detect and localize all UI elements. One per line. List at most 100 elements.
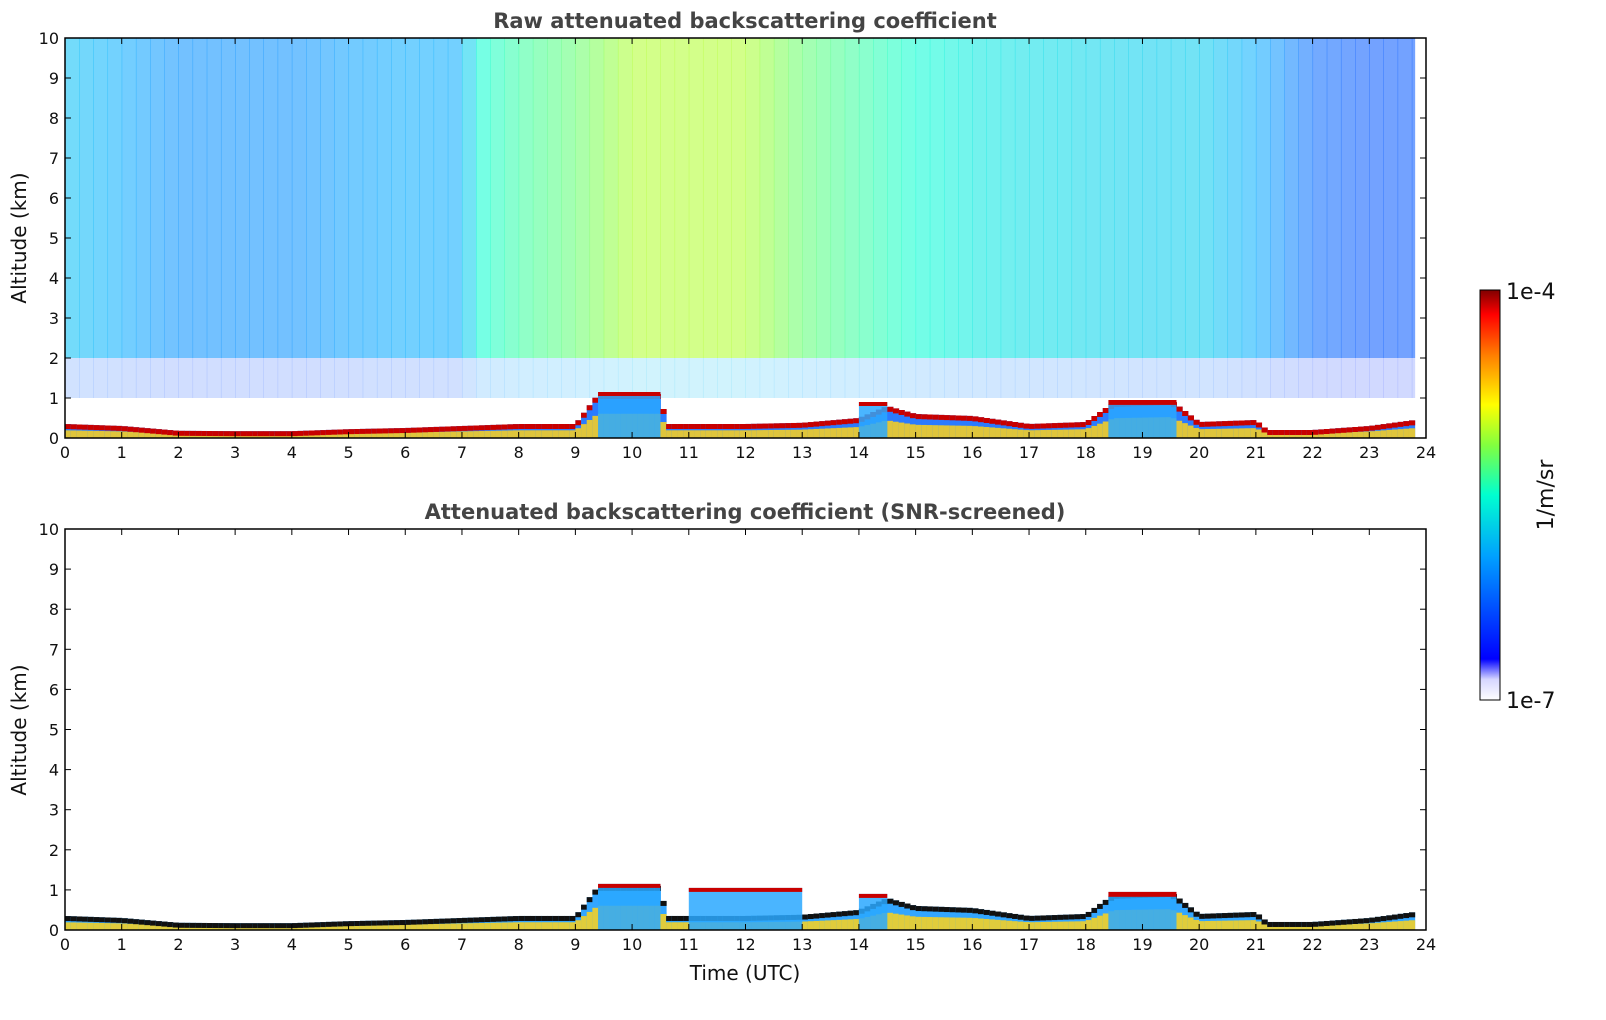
layer-top-edge <box>1221 913 1229 919</box>
background-fade-column <box>632 358 647 398</box>
background-fade-column <box>334 358 350 398</box>
layer-top-edge <box>478 917 486 923</box>
aerosol-core-column <box>297 434 304 438</box>
layer-top-edge <box>1380 424 1387 430</box>
layer-top-edge <box>320 430 327 436</box>
aerosol-core-column <box>1352 923 1359 930</box>
aerosol-core-column <box>178 926 185 930</box>
aerosol-core-column <box>450 923 457 930</box>
aerosol-core-column <box>1074 921 1081 930</box>
background-signal-column <box>617 38 633 358</box>
layer-top-edge <box>847 910 854 916</box>
background-signal-column <box>1142 38 1158 358</box>
background-fade-column <box>717 358 732 398</box>
background-fade-column <box>660 358 676 398</box>
aerosol-core-column <box>671 430 678 438</box>
background-fade-column <box>362 358 378 398</box>
aerosol-core-column <box>575 920 582 930</box>
layer-top-edge <box>484 917 491 923</box>
aerosol-core-column <box>660 422 667 438</box>
background-fade-column <box>461 358 477 398</box>
aerosol-core-column <box>416 432 423 438</box>
aerosol-core-column <box>836 427 843 438</box>
background-signal-column <box>788 38 803 358</box>
layer-top-edge <box>552 915 559 921</box>
aerosol-core-column <box>909 916 917 930</box>
y-tick-label: 10 <box>39 29 59 48</box>
aerosol-core-column <box>218 926 225 930</box>
aerosol-core-column <box>938 425 945 438</box>
aerosol-core-column <box>1063 921 1070 930</box>
layer-top-edge <box>467 917 474 923</box>
layer-top-edge <box>246 431 253 437</box>
x-tick-label: 7 <box>457 935 467 954</box>
aerosol-core-column <box>1403 920 1410 930</box>
layer-top-edge <box>785 423 792 429</box>
aerosol-core-column <box>569 922 576 930</box>
x-tick-label: 6 <box>400 443 410 462</box>
layer-top-edge <box>331 429 338 435</box>
background-fade-column <box>646 358 661 398</box>
aerosol-core-column <box>1074 429 1081 438</box>
aerosol-core-column <box>1244 920 1251 930</box>
aerosol-core-column <box>399 432 406 438</box>
layer-top-edge <box>535 915 542 921</box>
background-signal-column <box>702 38 718 358</box>
aerosol-core-column <box>172 433 179 438</box>
layer-top-edge <box>1301 921 1308 927</box>
layer-top-edge <box>206 431 213 437</box>
layer-top-edge <box>303 430 310 436</box>
layer-top-edge <box>1318 429 1325 435</box>
aerosol-core-column <box>382 924 389 930</box>
background-signal-column <box>391 38 406 358</box>
background-fade-column <box>107 358 123 398</box>
aerosol-core-column <box>1335 924 1342 930</box>
aerosol-core-column <box>887 420 894 438</box>
aerosol-core-column <box>1272 433 1280 438</box>
y-tick-label: 3 <box>49 309 59 328</box>
y-tick-label: 10 <box>39 520 59 539</box>
aerosol-core-column <box>966 425 973 438</box>
aerosol-core-column <box>1261 432 1268 438</box>
aerosol-core-column <box>1267 433 1274 438</box>
background-fade-column <box>391 358 406 398</box>
layer-top-edge <box>144 428 151 434</box>
aerosol-core-column <box>206 926 213 930</box>
layer-top-edge <box>490 424 497 430</box>
layer-top-edge <box>717 424 724 429</box>
aerosol-core-column <box>660 914 667 930</box>
background-signal-column <box>1298 38 1314 358</box>
aerosol-core-column <box>427 923 435 930</box>
layer-top-edge <box>314 922 321 928</box>
aerosol-core-column <box>807 429 815 438</box>
background-fade-column <box>617 358 633 398</box>
layer-top-edge <box>178 922 185 928</box>
layer-top-edge <box>887 898 894 904</box>
layer-top-edge <box>444 918 452 924</box>
background-fade-column <box>561 358 576 398</box>
aerosol-core-column <box>133 924 140 930</box>
background-signal-column <box>943 38 959 358</box>
aerosol-core-column <box>688 430 695 438</box>
aerosol-core-column <box>728 430 735 438</box>
layer-top-edge <box>841 911 849 917</box>
layer-top-edge <box>1346 427 1353 433</box>
layer-top-edge <box>711 424 718 429</box>
aerosol-core-column <box>683 922 690 930</box>
aerosol-core-column <box>342 433 350 438</box>
layer-top-edge <box>989 418 996 424</box>
aerosol-core-column <box>444 431 452 438</box>
layer-top-edge <box>320 922 327 928</box>
cloud-feature <box>688 887 803 930</box>
aerosol-core-column <box>581 424 588 438</box>
aerosol-core-column <box>155 433 162 438</box>
layer-top-edge <box>1040 423 1047 429</box>
background-signal-column <box>929 38 945 358</box>
aerosol-core-column <box>1340 432 1348 438</box>
aerosol-core-column <box>201 434 208 438</box>
layer-top-edge <box>325 429 333 435</box>
aerosol-core-column <box>127 923 134 930</box>
layer-top-edge <box>1023 423 1030 429</box>
aerosol-core-column <box>841 919 849 930</box>
aerosol-core-column <box>399 924 406 930</box>
